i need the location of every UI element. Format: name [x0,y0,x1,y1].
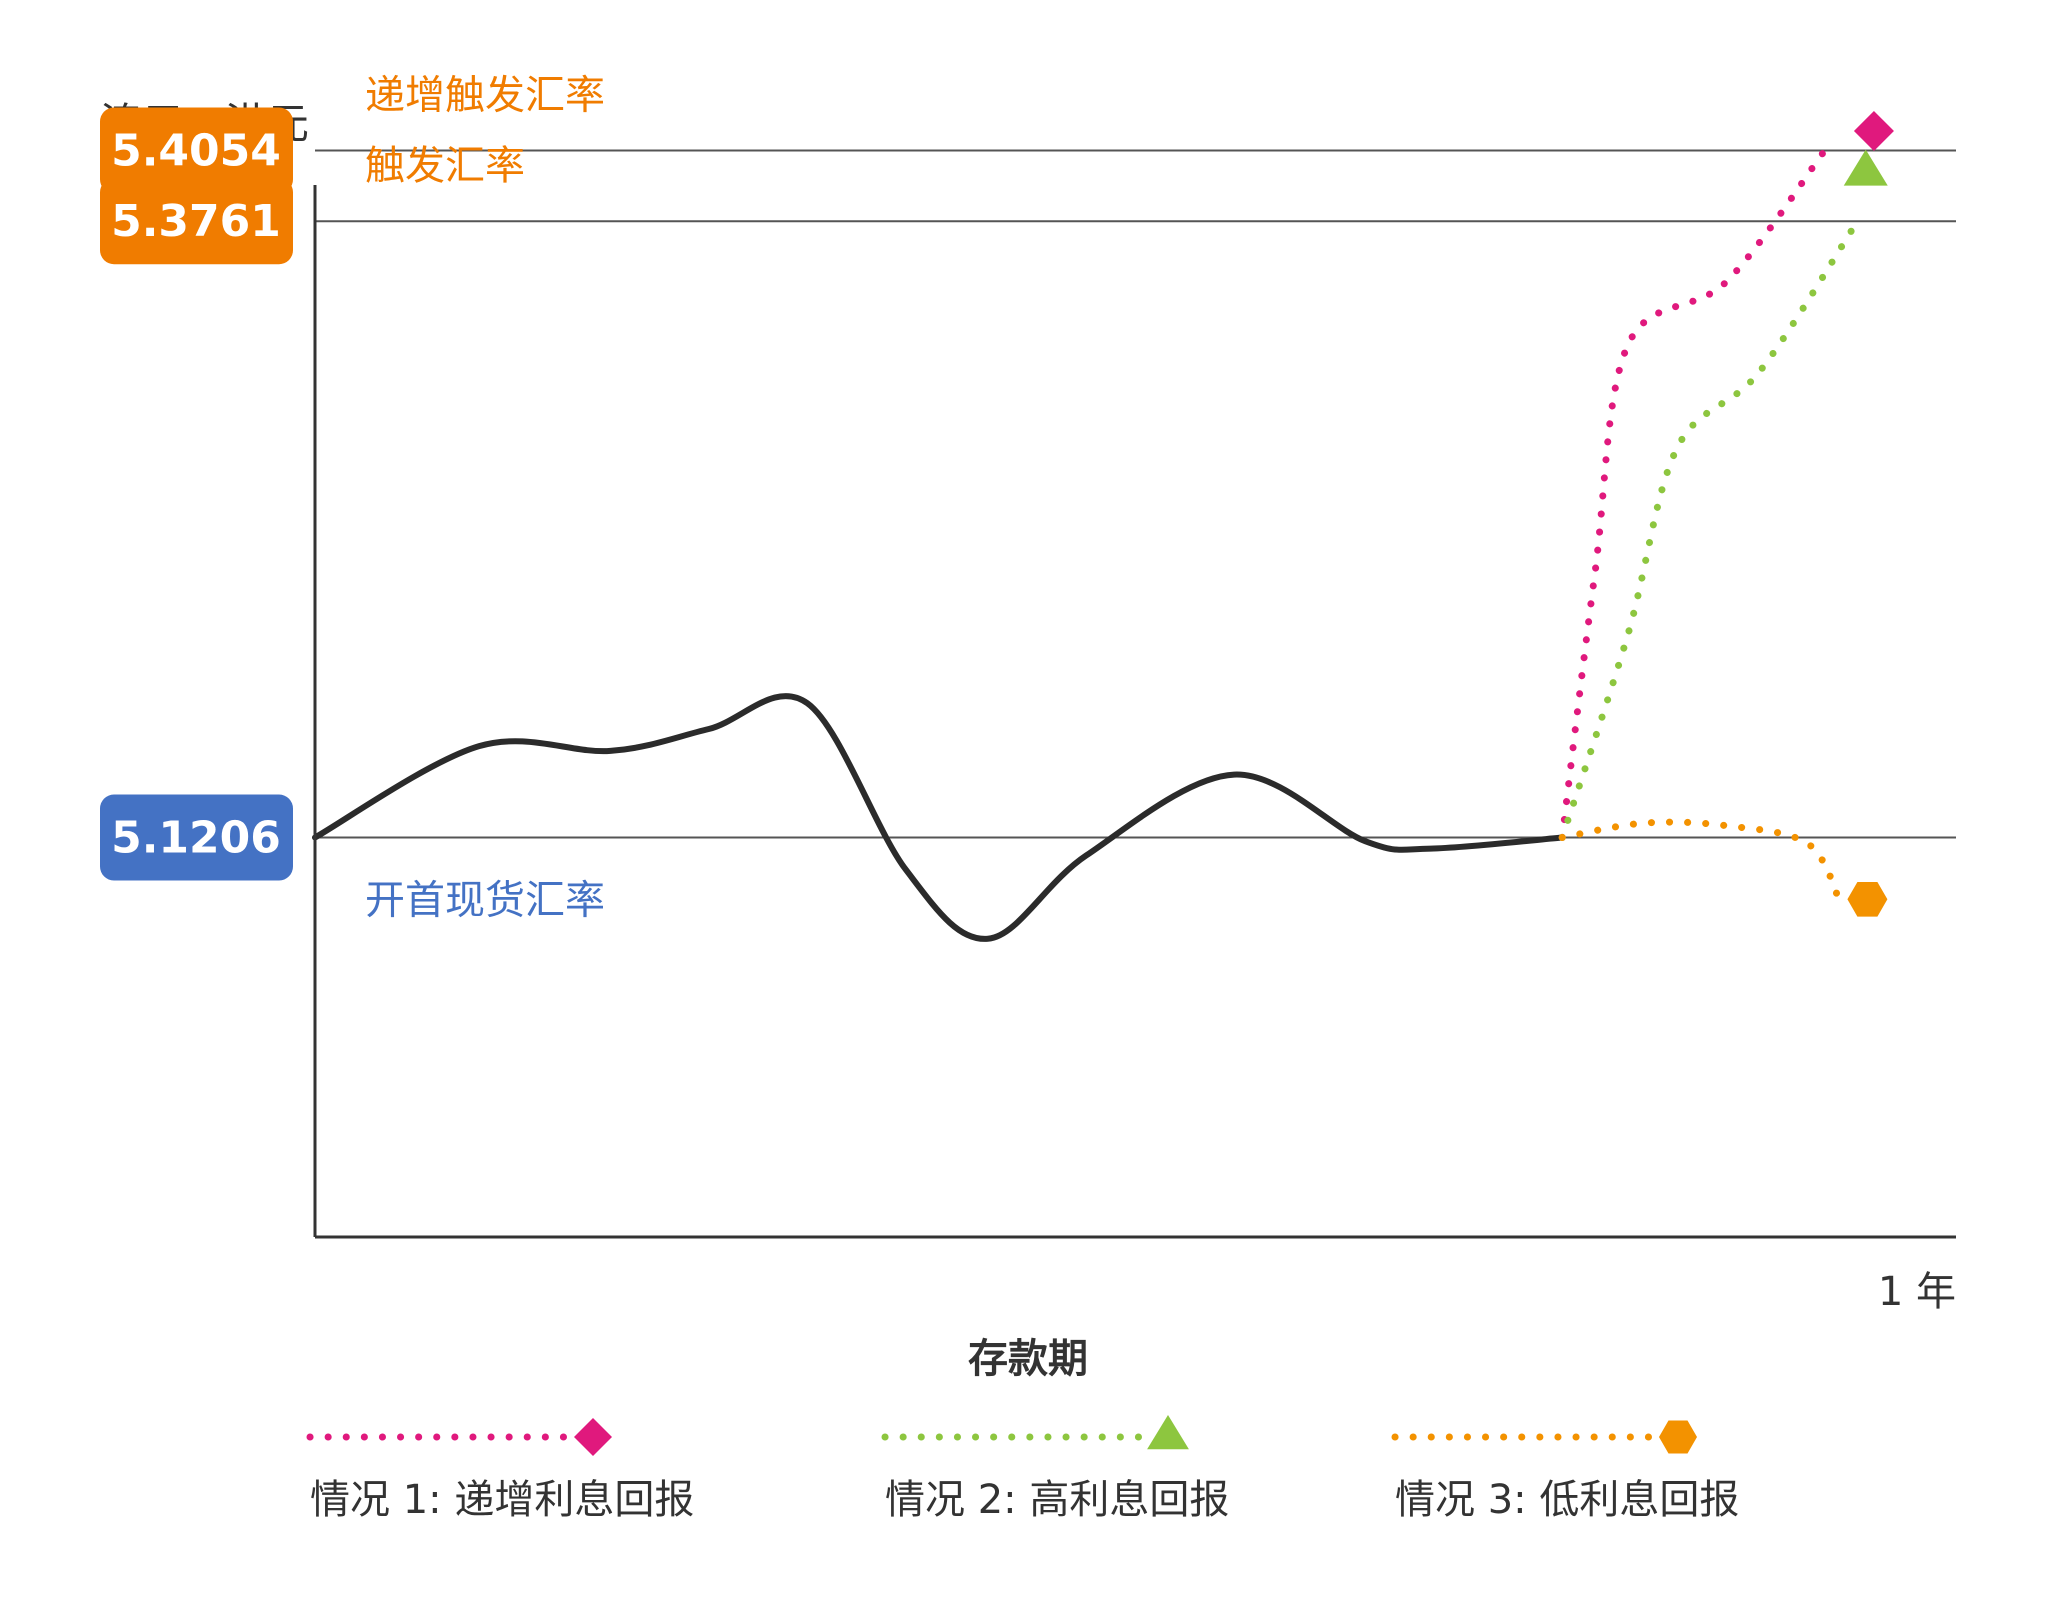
x-end-tick-label: 1 年 [1878,1269,1956,1315]
legend-marker-2 [1147,1415,1189,1450]
rate-badge-text-1: 5.3761 [111,196,281,247]
scenario-line-1 [1558,147,1829,841]
rate-badge-text-0: 5.4054 [111,126,281,177]
reference-lines: 5.4054 递增触发汇率 5.3761 触发汇率 5.1206 开首现货汇率 [100,73,1956,924]
scenario-paths [1558,110,1894,917]
reference-label-0: 递增触发汇率 [365,73,605,119]
scenario-marker-3 [1847,882,1888,917]
rate-badge-1 [100,178,293,265]
scenario-marker-1 [1853,110,1894,151]
rate-badge-text-2: 5.1206 [111,813,281,864]
spot-rate-path [312,693,1566,942]
x-axis-label: 存款期 [968,1336,1088,1382]
scenario-line-3 [1558,818,1845,909]
reference-label-2: 开首现货汇率 [365,878,605,924]
rate-badge-0 [100,107,293,194]
rate-badge-2 [100,794,293,881]
legend: 情况 1: 递增利息回报 情况 2: 高利息回报 情况 3: 低利息回报 [306,1415,1739,1523]
spot-rate-line [312,693,1566,942]
legend-label-1: 情况 1: 递增利息回报 [310,1477,694,1523]
legend-marker-3 [1659,1420,1697,1454]
legend-label-3: 情况 3: 低利息回报 [1395,1477,1739,1523]
legend-marker-1 [574,1418,612,1456]
legend-label-2: 情况 2: 高利息回报 [885,1477,1229,1523]
scenario-marker-2 [1843,149,1888,186]
reference-label-1: 触发汇率 [365,143,525,189]
scenario-line-2 [1558,217,1861,841]
